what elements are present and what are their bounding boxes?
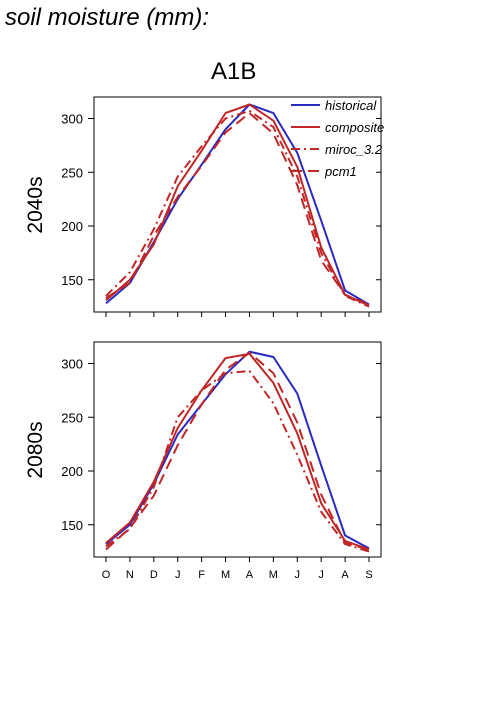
x-tick-label: S xyxy=(365,569,372,581)
panel-label: 2040s xyxy=(24,176,47,233)
y-tick-label: 200 xyxy=(61,464,83,479)
panel-label: 2080s xyxy=(24,421,47,478)
x-tick-label: J xyxy=(295,569,301,581)
x-tick-label: A xyxy=(341,569,349,581)
x-tick-label: M xyxy=(221,569,230,581)
legend-label: pcm1 xyxy=(324,164,357,179)
plot-frame-2040s xyxy=(93,96,382,313)
series-line-composite xyxy=(105,352,370,551)
y-tick-label: 300 xyxy=(61,357,83,372)
x-tick-label: N xyxy=(126,569,134,581)
legend-label: miroc_3.2 xyxy=(325,142,383,157)
series-line-composite xyxy=(105,103,370,307)
legend-label: historical xyxy=(325,98,377,113)
x-tick-label: D xyxy=(150,569,158,581)
y-tick-label: 150 xyxy=(61,273,83,288)
x-tick-label: O xyxy=(102,569,111,581)
x-tick-label: J xyxy=(175,569,181,581)
series-line-pcm1 xyxy=(105,351,370,551)
x-tick-label: A xyxy=(246,569,254,581)
series-line-pcm1 xyxy=(105,112,370,306)
x-tick-label: M xyxy=(269,569,278,581)
y-tick-label: 150 xyxy=(61,518,83,533)
y-tick-label: 250 xyxy=(61,410,83,425)
y-tick-label: 250 xyxy=(61,165,83,180)
series-line-historical xyxy=(105,350,370,550)
series-line-miroc-3-2 xyxy=(105,110,370,308)
x-tick-label: F xyxy=(198,569,205,581)
plot-frame-2080s xyxy=(93,341,382,558)
x-tick-label: J xyxy=(318,569,324,581)
series-line-miroc-3-2 xyxy=(105,370,370,553)
page-title: soil moisture (mm): xyxy=(5,4,210,31)
scenario-title: A1B xyxy=(211,58,257,85)
legend-label: composite xyxy=(325,120,384,135)
y-tick-label: 200 xyxy=(61,219,83,234)
y-tick-label: 300 xyxy=(61,112,83,127)
